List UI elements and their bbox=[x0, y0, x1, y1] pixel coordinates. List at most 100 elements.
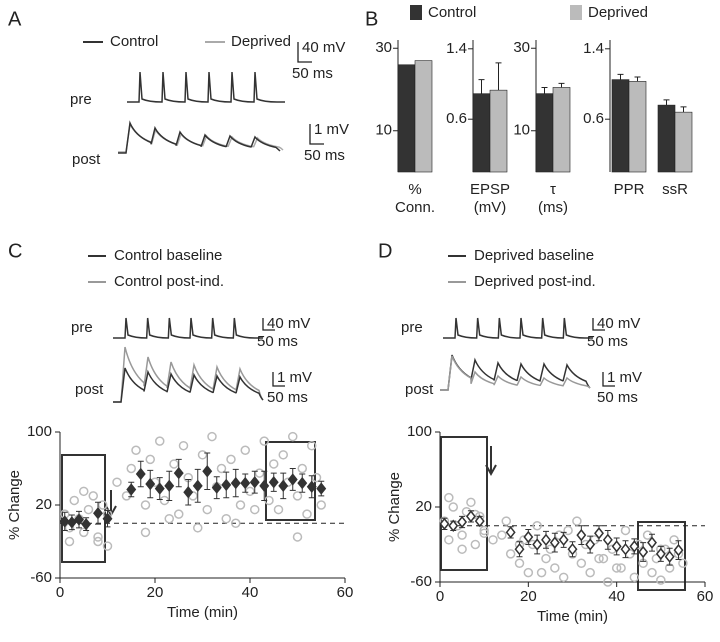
mean-marker bbox=[439, 517, 450, 531]
mean-marker bbox=[532, 538, 543, 551]
point bbox=[642, 530, 653, 540]
scale-bar bbox=[297, 42, 312, 63]
point bbox=[616, 563, 626, 573]
mean-marker bbox=[164, 479, 175, 493]
mean-marker bbox=[74, 513, 84, 526]
error-bar bbox=[478, 79, 485, 94]
error-bar bbox=[541, 86, 548, 94]
point bbox=[523, 567, 534, 578]
mean-marker bbox=[173, 466, 184, 480]
mean-marker bbox=[259, 479, 270, 493]
trace bbox=[440, 354, 591, 391]
trace bbox=[127, 71, 285, 103]
y-tick-label: 10 bbox=[513, 122, 530, 139]
mean-marker bbox=[620, 542, 631, 556]
point bbox=[140, 527, 151, 538]
mean-marker bbox=[135, 467, 146, 481]
point bbox=[311, 472, 322, 483]
y-tick-label: 20 bbox=[35, 496, 52, 513]
mean-marker bbox=[183, 486, 194, 499]
y-tick-label: 10 bbox=[375, 122, 392, 139]
point bbox=[647, 567, 657, 578]
trace bbox=[118, 120, 281, 154]
point bbox=[620, 525, 631, 536]
mean-marker bbox=[102, 512, 113, 525]
mean-marker bbox=[585, 538, 596, 551]
point bbox=[501, 516, 511, 526]
point bbox=[250, 504, 260, 515]
point bbox=[302, 509, 312, 519]
point bbox=[231, 518, 241, 528]
scale-bar bbox=[309, 124, 324, 145]
point bbox=[603, 577, 613, 587]
legend-label: Control bbox=[110, 33, 158, 50]
point bbox=[93, 532, 103, 542]
mean-marker bbox=[297, 476, 308, 490]
x-tick-label: 40 bbox=[608, 588, 625, 605]
point bbox=[470, 539, 481, 550]
scale-bar bbox=[262, 318, 275, 331]
x-tick-label: 40 bbox=[242, 584, 259, 601]
mean-marker bbox=[602, 533, 613, 547]
point bbox=[174, 509, 184, 519]
x-tick-label: 0 bbox=[56, 584, 64, 601]
scale-bar bbox=[602, 372, 615, 387]
point bbox=[457, 530, 467, 540]
error-bar bbox=[558, 82, 565, 88]
point bbox=[594, 553, 604, 564]
axes bbox=[59, 432, 345, 579]
point bbox=[202, 504, 212, 515]
legend-label: Deprived bbox=[231, 33, 291, 50]
point bbox=[316, 500, 326, 510]
scale-label: 40 mV bbox=[597, 315, 640, 332]
mean-marker bbox=[287, 473, 298, 486]
mean-marker bbox=[673, 543, 684, 557]
mean-marker bbox=[664, 550, 675, 563]
scale-label: 50 ms bbox=[304, 147, 345, 164]
point bbox=[558, 572, 569, 583]
mean-marker bbox=[316, 482, 327, 495]
point bbox=[585, 567, 595, 578]
scale-label: 50 ms bbox=[587, 333, 628, 350]
point bbox=[497, 530, 507, 540]
scale-label: 40 mV bbox=[302, 39, 345, 56]
point bbox=[656, 575, 666, 585]
point bbox=[488, 535, 498, 545]
point bbox=[273, 504, 284, 515]
trace bbox=[113, 367, 264, 403]
point bbox=[629, 572, 640, 583]
mean-marker bbox=[81, 517, 92, 531]
x-axis-label: Time (min) bbox=[537, 608, 608, 625]
mean-marker bbox=[523, 530, 534, 544]
point bbox=[288, 431, 298, 442]
point bbox=[245, 486, 255, 497]
error-bar bbox=[663, 99, 670, 106]
point bbox=[64, 536, 75, 547]
x-tick-label: 60 bbox=[337, 584, 354, 601]
axes bbox=[439, 432, 705, 583]
panel-label: A bbox=[8, 8, 22, 30]
mean-marker bbox=[202, 465, 213, 478]
point bbox=[254, 468, 265, 478]
category-label: EPSP (mV) bbox=[470, 181, 510, 216]
point bbox=[79, 527, 89, 538]
point bbox=[598, 553, 609, 564]
point bbox=[457, 544, 467, 554]
point bbox=[541, 553, 551, 564]
point bbox=[611, 563, 622, 573]
category-label: τ (ms) bbox=[538, 181, 568, 216]
point bbox=[240, 445, 250, 455]
point bbox=[131, 445, 141, 455]
scale-label: 1 mV bbox=[314, 121, 349, 138]
y-tick-label: -60 bbox=[30, 569, 52, 586]
point bbox=[155, 436, 165, 446]
legend-swatch bbox=[570, 5, 582, 20]
mean-marker bbox=[154, 482, 165, 495]
point bbox=[140, 500, 151, 510]
point bbox=[79, 486, 89, 497]
mean-marker bbox=[59, 515, 70, 528]
point bbox=[563, 525, 573, 536]
y-axis-label: % Change bbox=[6, 470, 23, 540]
point bbox=[444, 492, 454, 503]
